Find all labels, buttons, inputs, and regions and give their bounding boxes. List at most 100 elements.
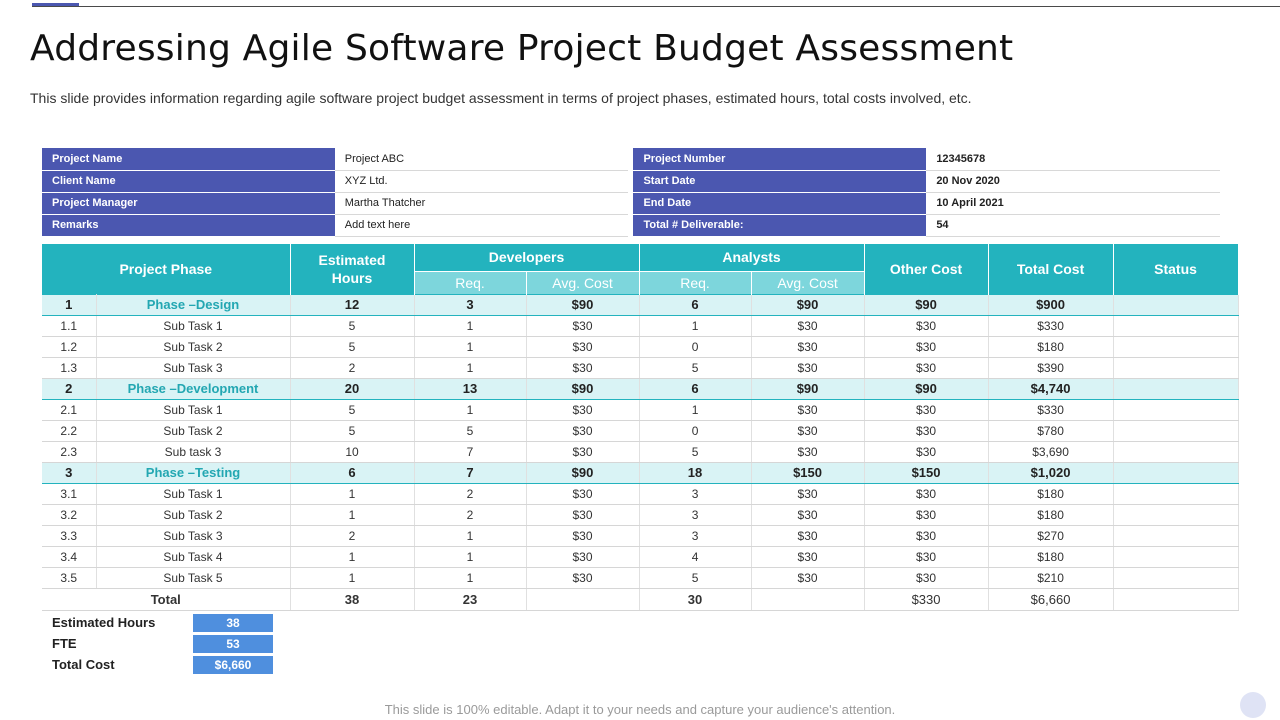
- header-other-cost: Other Cost: [864, 244, 989, 294]
- task-row: 3.3 Sub Task 3 2 1 $30 3 $30 $30 $270: [42, 525, 1239, 547]
- task-row: 1.3 Sub Task 3 2 1 $30 5 $30 $30 $390: [42, 357, 1239, 379]
- cell-other-cost: $30: [864, 504, 989, 526]
- info-value[interactable]: 12345678: [926, 148, 1220, 171]
- cell-analyst-avg-cost: $30: [751, 546, 865, 568]
- info-label: Project Manager: [42, 192, 335, 215]
- cell-name: Sub task 3: [96, 441, 291, 463]
- cell-total-cost: $330: [988, 399, 1114, 421]
- cell-other-cost: $30: [864, 441, 989, 463]
- cell-name: Sub Task 3: [96, 357, 291, 379]
- info-row: Project Manager Martha Thatcher End Date…: [42, 192, 1220, 215]
- cell-status: [1113, 483, 1239, 505]
- cell-status: [1113, 377, 1239, 400]
- cell-other-cost: $90: [864, 377, 989, 400]
- cell-total-cost: $180: [988, 546, 1114, 568]
- cell-id: 1: [42, 293, 97, 316]
- info-value[interactable]: Project ABC: [334, 148, 628, 171]
- header-estimated-hours: Estimated Hours: [290, 244, 415, 294]
- cell-dev-avg-cost: $90: [526, 293, 640, 316]
- cell-hours: 2: [290, 525, 415, 547]
- cell-dev-avg-cost: $30: [526, 357, 640, 379]
- summary-row: Total Cost $6,660: [42, 654, 282, 675]
- cell-id: 3.2: [42, 504, 97, 526]
- cell-analyst-req: 6: [639, 293, 752, 316]
- cell-dev-avg-cost: $90: [526, 377, 640, 400]
- cell-dev-req: 5: [414, 420, 527, 442]
- summary-value: $6,660: [193, 656, 273, 674]
- cell-hours: 1: [290, 483, 415, 505]
- summary-row: FTE 53: [42, 633, 282, 654]
- info-value[interactable]: Add text here: [334, 214, 628, 237]
- task-row: 3.2 Sub Task 2 1 2 $30 3 $30 $30 $180: [42, 504, 1239, 526]
- total-dev-req: 23: [414, 588, 527, 611]
- info-row: Remarks Add text here Total # Deliverabl…: [42, 214, 1220, 237]
- cell-analyst-req: 5: [639, 441, 752, 463]
- cell-status: [1113, 293, 1239, 316]
- cell-analyst-avg-cost: $30: [751, 567, 865, 589]
- cell-other-cost: $30: [864, 525, 989, 547]
- footer-note: This slide is 100% editable. Adapt it to…: [384, 702, 896, 717]
- cell-id: 3.1: [42, 483, 97, 505]
- cell-other-cost: $30: [864, 336, 989, 358]
- cell-dev-avg-cost: $30: [526, 336, 640, 358]
- cell-id: 1.3: [42, 357, 97, 379]
- budget-table-body: 1 Phase –Design 12 3 $90 6 $90 $90 $900 1.1 Sub Ta…: [42, 293, 1239, 611]
- info-label: Total # Deliverable:: [633, 214, 927, 237]
- total-status: [1113, 588, 1239, 611]
- info-value[interactable]: 10 April 2021: [926, 192, 1220, 215]
- cell-dev-avg-cost: $30: [526, 483, 640, 505]
- task-row: 3.1 Sub Task 1 1 2 $30 3 $30 $30 $180: [42, 483, 1239, 505]
- cell-name: Phase –Development: [96, 377, 291, 400]
- cell-dev-req: 2: [414, 504, 527, 526]
- total-other-cost: $330: [864, 588, 989, 611]
- page-title: Addressing Agile Software Project Budget…: [30, 28, 1014, 69]
- info-value[interactable]: Martha Thatcher: [334, 192, 628, 215]
- cell-dev-avg-cost: $30: [526, 420, 640, 442]
- cell-total-cost: $180: [988, 483, 1114, 505]
- task-row: 2.2 Sub Task 2 5 5 $30 0 $30 $30 $780: [42, 420, 1239, 442]
- corner-decoration: [1240, 692, 1266, 718]
- total-total-cost: $6,660: [988, 588, 1114, 611]
- cell-analyst-avg-cost: $30: [751, 336, 865, 358]
- info-value[interactable]: XYZ Ltd.: [334, 170, 628, 193]
- cell-dev-avg-cost: $30: [526, 504, 640, 526]
- task-row: 2.1 Sub Task 1 5 1 $30 1 $30 $30 $330: [42, 399, 1239, 421]
- cell-hours: 10: [290, 441, 415, 463]
- summary-block: Estimated Hours 38 FTE 53 Total Cost $6,…: [42, 612, 282, 675]
- cell-analyst-avg-cost: $30: [751, 420, 865, 442]
- cell-analyst-avg-cost: $30: [751, 483, 865, 505]
- total-hours: 38: [290, 588, 415, 611]
- cell-total-cost: $330: [988, 315, 1114, 337]
- cell-analyst-req: 0: [639, 336, 752, 358]
- summary-value: 38: [193, 614, 273, 632]
- phase-row: 3 Phase –Testing 6 7 $90 18 $150 $150 $1,020: [42, 461, 1239, 484]
- info-value[interactable]: 54: [926, 214, 1220, 237]
- task-row: 2.3 Sub task 3 10 7 $30 5 $30 $30 $3,690: [42, 441, 1239, 463]
- cell-dev-avg-cost: $30: [526, 441, 640, 463]
- cell-dev-req: 1: [414, 546, 527, 568]
- cell-total-cost: $210: [988, 567, 1114, 589]
- cell-analyst-avg-cost: $90: [751, 293, 865, 316]
- cell-name: Sub Task 1: [96, 399, 291, 421]
- cell-analyst-req: 18: [639, 461, 752, 484]
- cell-analyst-req: 0: [639, 420, 752, 442]
- cell-other-cost: $30: [864, 315, 989, 337]
- cell-dev-avg-cost: $30: [526, 399, 640, 421]
- total-analyst-avg: [751, 588, 865, 611]
- cell-analyst-req: 5: [639, 357, 752, 379]
- cell-total-cost: $4,740: [988, 377, 1114, 400]
- info-row: Project Name Project ABC Project Number …: [42, 148, 1220, 171]
- info-label: Project Name: [42, 148, 335, 171]
- cell-analyst-req: 3: [639, 525, 752, 547]
- cell-id: 3: [42, 461, 97, 484]
- summary-value: 53: [193, 635, 273, 653]
- cell-dev-req: 2: [414, 483, 527, 505]
- info-value[interactable]: 20 Nov 2020: [926, 170, 1220, 193]
- summary-label: Total Cost: [52, 657, 115, 672]
- cell-analyst-avg-cost: $30: [751, 441, 865, 463]
- cell-dev-avg-cost: $90: [526, 461, 640, 484]
- top-rule: [32, 6, 1280, 7]
- cell-id: 1.1: [42, 315, 97, 337]
- cell-hours: 20: [290, 377, 415, 400]
- phase-row: 2 Phase –Development 20 13 $90 6 $90 $90 $4,740: [42, 377, 1239, 400]
